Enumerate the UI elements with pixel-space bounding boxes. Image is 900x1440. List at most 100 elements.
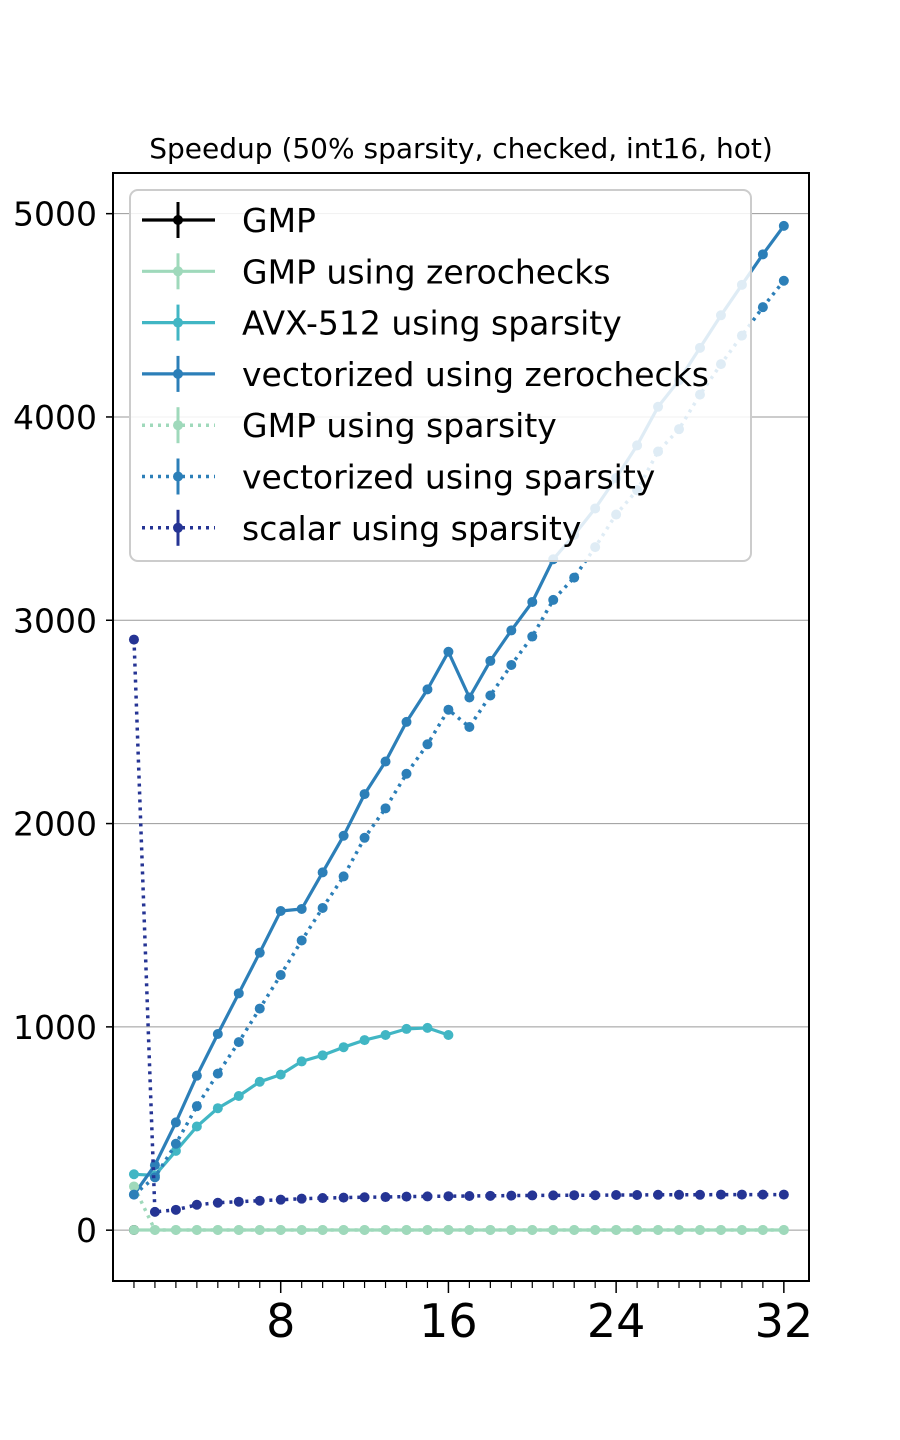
data-point bbox=[443, 1224, 454, 1235]
data-point bbox=[422, 684, 433, 695]
legend-item: vectorized using sparsity bbox=[142, 458, 655, 497]
data-point bbox=[757, 302, 768, 313]
data-point bbox=[359, 789, 370, 800]
data-point bbox=[506, 625, 517, 636]
legend-item: GMP using sparsity bbox=[142, 406, 557, 445]
data-point bbox=[149, 1224, 160, 1235]
data-point bbox=[778, 1189, 789, 1200]
data-point bbox=[296, 1056, 307, 1067]
data-point bbox=[778, 275, 789, 286]
data-point bbox=[757, 1189, 768, 1200]
legend-label: GMP bbox=[242, 201, 316, 240]
data-point bbox=[254, 1076, 265, 1087]
data-point bbox=[275, 1069, 286, 1080]
legend-label: GMP using sparsity bbox=[242, 406, 557, 445]
data-point bbox=[694, 1224, 705, 1235]
data-point bbox=[338, 1224, 349, 1235]
data-point bbox=[359, 1035, 370, 1046]
data-point bbox=[212, 1197, 223, 1208]
data-point bbox=[254, 1224, 265, 1235]
data-point bbox=[527, 1190, 538, 1201]
data-point bbox=[506, 1190, 517, 1201]
data-point bbox=[443, 646, 454, 657]
data-point bbox=[191, 1070, 202, 1081]
data-point bbox=[506, 659, 517, 670]
series-line bbox=[132, 639, 784, 1214]
data-point bbox=[191, 1199, 202, 1210]
legend-item: vectorized using zerochecks bbox=[142, 355, 709, 394]
data-point bbox=[694, 1189, 705, 1200]
data-point bbox=[296, 935, 307, 946]
data-point bbox=[527, 631, 538, 642]
data-point bbox=[485, 1190, 496, 1201]
data-point bbox=[296, 1224, 307, 1235]
data-point bbox=[464, 1191, 475, 1202]
data-point bbox=[212, 1028, 223, 1039]
data-point bbox=[422, 1191, 433, 1202]
data-point bbox=[611, 1190, 622, 1201]
data-point bbox=[317, 867, 328, 878]
data-point bbox=[757, 1224, 768, 1235]
data-point bbox=[485, 655, 496, 666]
data-point bbox=[590, 1224, 601, 1235]
data-point bbox=[736, 1224, 747, 1235]
data-point bbox=[275, 970, 286, 981]
y-tick-label: 1000 bbox=[13, 1008, 97, 1047]
data-point bbox=[170, 1117, 181, 1128]
data-point bbox=[485, 690, 496, 701]
data-point bbox=[527, 1224, 538, 1235]
data-point bbox=[569, 1224, 580, 1235]
data-point bbox=[443, 704, 454, 715]
legend-item: AVX-512 using sparsity bbox=[142, 304, 622, 343]
data-point bbox=[317, 902, 328, 913]
data-point bbox=[674, 1224, 685, 1235]
data-point bbox=[212, 1224, 223, 1235]
y-tick-label: 3000 bbox=[13, 601, 97, 640]
data-point bbox=[401, 768, 412, 779]
legend-label: GMP using zerochecks bbox=[242, 252, 611, 291]
data-point bbox=[464, 722, 475, 732]
data-point bbox=[653, 1189, 664, 1200]
data-point bbox=[191, 1224, 202, 1235]
data-point bbox=[359, 832, 370, 843]
plot-frame bbox=[112, 172, 810, 1282]
data-point bbox=[338, 871, 349, 882]
data-point bbox=[632, 1190, 643, 1201]
series-4 bbox=[128, 1181, 789, 1235]
data-point bbox=[317, 1193, 328, 1204]
legend-marker bbox=[173, 317, 183, 328]
data-point bbox=[359, 1192, 370, 1203]
legend-item: GMP bbox=[142, 201, 316, 240]
data-point bbox=[443, 1191, 454, 1202]
y-tick-label: 4000 bbox=[13, 398, 97, 437]
data-point bbox=[401, 716, 412, 727]
data-point bbox=[422, 1022, 433, 1033]
data-point bbox=[548, 1190, 559, 1201]
x-tick-label: 24 bbox=[587, 1294, 646, 1348]
legend-label: AVX-512 using sparsity bbox=[242, 304, 622, 343]
data-point bbox=[548, 594, 559, 605]
data-point bbox=[380, 1224, 391, 1235]
data-point bbox=[778, 1224, 789, 1235]
data-point bbox=[632, 1224, 643, 1235]
legend-marker bbox=[173, 420, 183, 431]
series-line bbox=[133, 1026, 449, 1177]
data-point bbox=[317, 1224, 328, 1235]
data-point bbox=[128, 1169, 139, 1180]
data-point bbox=[464, 692, 475, 703]
data-point bbox=[296, 1193, 307, 1204]
data-point bbox=[149, 1206, 160, 1217]
data-point bbox=[170, 1204, 181, 1215]
data-point bbox=[212, 1068, 223, 1079]
data-point bbox=[254, 1195, 265, 1206]
legend-marker bbox=[173, 266, 183, 277]
x-tick-label: 8 bbox=[266, 1294, 295, 1348]
legend: GMP GMP using zerochecks AVX-512 using spa… bbox=[129, 189, 752, 562]
data-point bbox=[128, 1189, 139, 1200]
data-point bbox=[191, 1101, 202, 1112]
data-point bbox=[590, 1190, 601, 1201]
legend-marker bbox=[173, 368, 183, 379]
data-point bbox=[611, 1224, 622, 1235]
data-point bbox=[128, 1181, 139, 1192]
